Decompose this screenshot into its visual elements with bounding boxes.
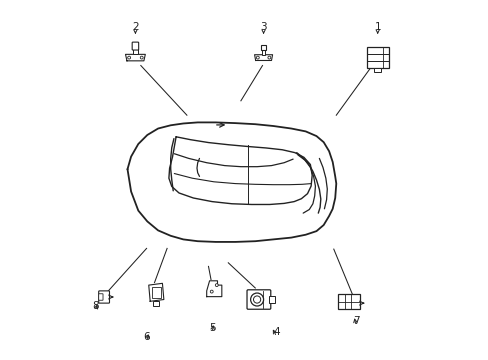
Circle shape bbox=[140, 56, 143, 59]
FancyBboxPatch shape bbox=[99, 294, 103, 300]
Bar bbox=[152, 287, 161, 298]
FancyBboxPatch shape bbox=[99, 291, 109, 303]
Circle shape bbox=[215, 284, 218, 287]
Polygon shape bbox=[148, 283, 163, 301]
Circle shape bbox=[253, 296, 260, 303]
Bar bbox=[366, 47, 388, 68]
Circle shape bbox=[256, 56, 259, 59]
Circle shape bbox=[127, 56, 130, 59]
Text: 4: 4 bbox=[273, 327, 280, 337]
Circle shape bbox=[250, 293, 263, 306]
Polygon shape bbox=[206, 281, 222, 297]
Bar bbox=[268, 296, 275, 303]
FancyBboxPatch shape bbox=[246, 290, 270, 309]
Text: 2: 2 bbox=[132, 22, 139, 32]
Circle shape bbox=[210, 290, 213, 293]
Text: 8: 8 bbox=[92, 301, 98, 311]
Bar bbox=[373, 68, 380, 72]
Text: 6: 6 bbox=[143, 332, 150, 342]
Bar bbox=[261, 45, 265, 50]
Bar bbox=[133, 49, 137, 54]
Bar bbox=[337, 294, 359, 309]
Polygon shape bbox=[254, 55, 272, 60]
Polygon shape bbox=[125, 54, 145, 61]
Bar bbox=[153, 301, 159, 306]
Bar bbox=[261, 50, 265, 55]
Text: 5: 5 bbox=[208, 323, 215, 333]
Text: 7: 7 bbox=[352, 316, 359, 326]
Text: 3: 3 bbox=[260, 22, 266, 32]
FancyBboxPatch shape bbox=[132, 42, 139, 50]
Text: 1: 1 bbox=[374, 22, 380, 32]
Circle shape bbox=[267, 56, 270, 59]
